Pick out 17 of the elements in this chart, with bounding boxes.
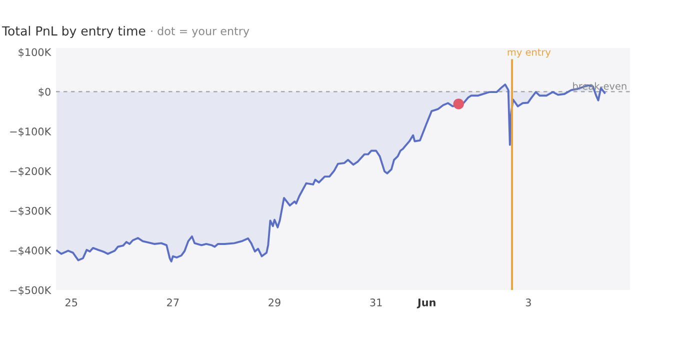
x-tick-label: 31	[370, 298, 382, 306]
ref-line-label: my entry	[508, 48, 551, 58]
ref-line-label: break-even	[573, 82, 626, 90]
y-tick-label: $0	[38, 88, 50, 98]
chart-subtitle: · dot = your entry	[151, 26, 250, 38]
chart-title: Total PnL by entry time	[2, 26, 146, 38]
y-tick-label: −$400K	[10, 246, 52, 256]
x-tick-label: 25	[65, 298, 78, 306]
x-tick-label: Jun	[416, 298, 436, 308]
x-tick-label: 3	[526, 298, 531, 306]
y-tick-label: −$300K	[10, 206, 52, 216]
x-tick-label: 27	[167, 298, 179, 306]
y-tick-label: $100K	[18, 48, 52, 58]
y-tick-label: −$200K	[10, 167, 52, 176]
y-tick-label: −$500K	[10, 286, 52, 296]
x-tick-label: 29	[268, 298, 280, 306]
y-tick-label: −$100K	[10, 127, 52, 137]
